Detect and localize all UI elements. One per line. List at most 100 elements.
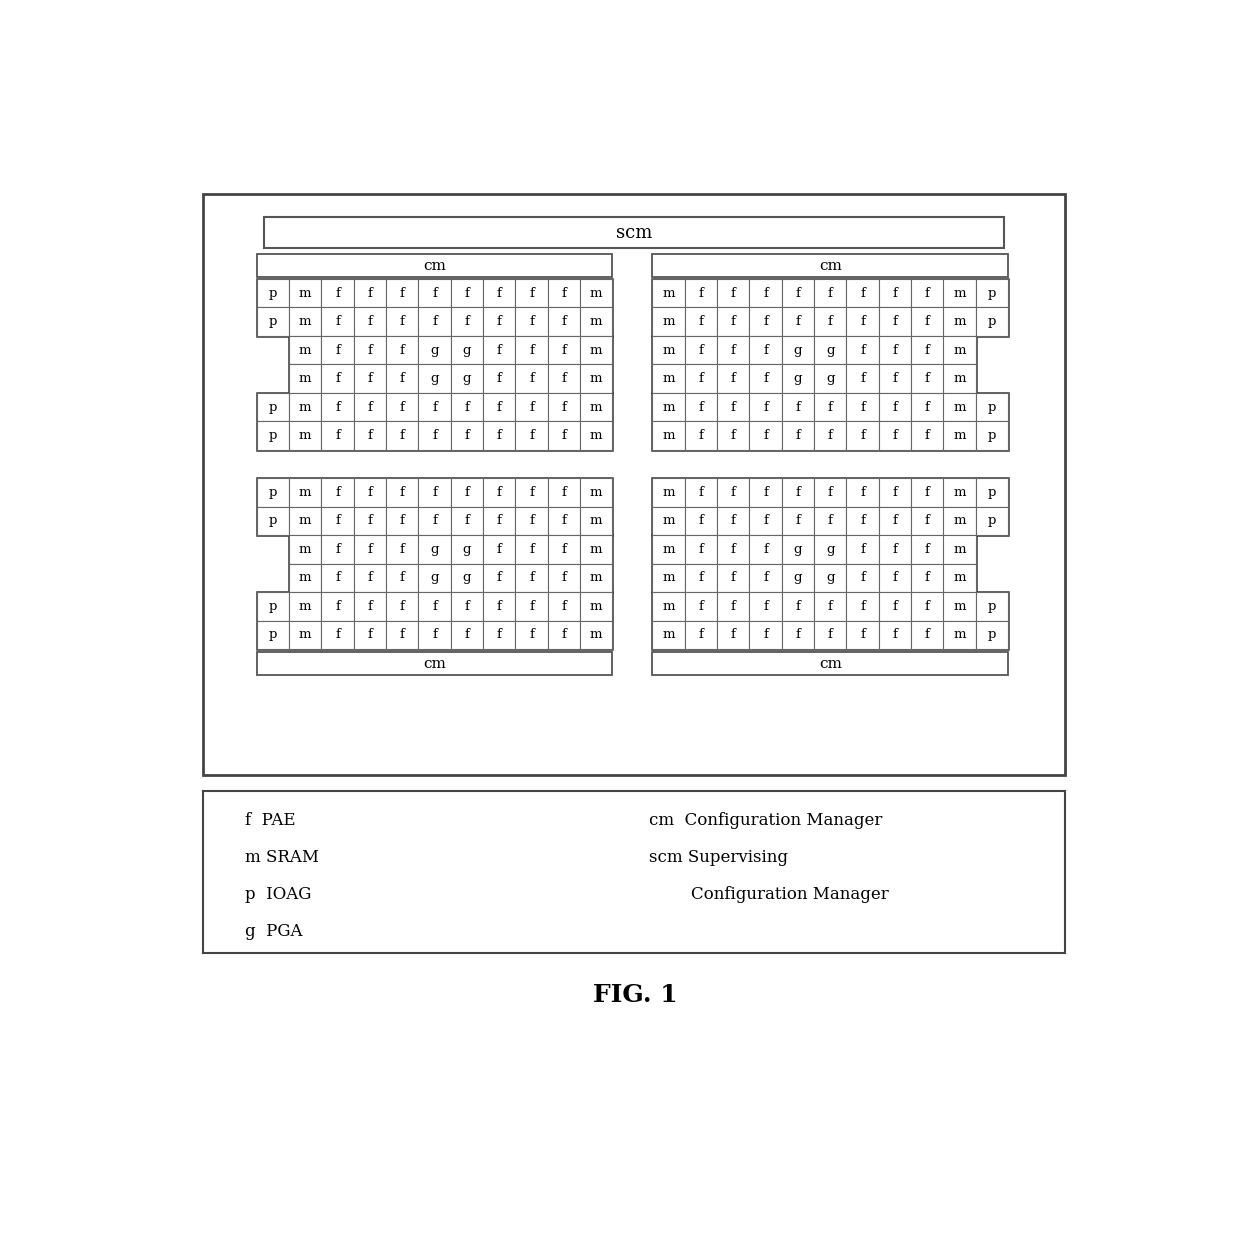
Text: m: m [299, 600, 311, 613]
Text: f: f [730, 429, 735, 442]
Text: f: f [335, 515, 340, 527]
Text: f: f [497, 287, 502, 299]
Text: m: m [662, 429, 675, 442]
Text: f: f [529, 600, 534, 613]
Bar [815, 563, 847, 592]
Text: f: f [399, 316, 404, 328]
Bar [516, 307, 548, 336]
Bar [684, 507, 717, 536]
Text: m: m [954, 343, 966, 357]
Text: p: p [988, 429, 996, 442]
Text: f: f [925, 343, 930, 357]
Text: m: m [954, 600, 966, 613]
Text: f: f [529, 343, 534, 357]
Text: f: f [562, 543, 567, 556]
Bar [264, 218, 1003, 248]
Bar [847, 621, 879, 650]
Bar [815, 621, 847, 650]
Text: f: f [698, 543, 703, 556]
Bar [257, 592, 613, 650]
Text: m: m [954, 287, 966, 299]
Bar [548, 421, 580, 449]
Text: m: m [662, 287, 675, 299]
Bar [847, 421, 879, 449]
Bar [353, 592, 386, 621]
Bar [386, 563, 418, 592]
Bar [717, 621, 749, 650]
Bar [781, 307, 815, 336]
Bar [976, 307, 1008, 336]
Text: g: g [826, 543, 835, 556]
Bar [484, 307, 516, 336]
Bar [418, 563, 450, 592]
Bar [749, 393, 781, 421]
Text: f: f [730, 287, 735, 299]
Bar [684, 621, 717, 650]
Bar [580, 307, 613, 336]
Bar [781, 364, 815, 393]
Text: g: g [430, 543, 439, 556]
Bar [717, 563, 749, 592]
Bar [321, 478, 353, 507]
Bar [879, 421, 911, 449]
Bar [450, 592, 484, 621]
Bar [257, 279, 289, 307]
Bar [944, 279, 976, 307]
Text: f: f [562, 401, 567, 413]
Bar [717, 279, 749, 307]
Bar [911, 592, 944, 621]
Bar [911, 536, 944, 563]
Text: f: f [698, 316, 703, 328]
Bar [548, 478, 580, 507]
Text: m: m [590, 316, 603, 328]
Bar [684, 307, 717, 336]
Text: f: f [698, 287, 703, 299]
Bar [749, 364, 781, 393]
Bar [321, 336, 353, 364]
Bar [684, 592, 717, 621]
Text: f: f [562, 429, 567, 442]
Text: f: f [925, 486, 930, 500]
Bar [321, 364, 353, 393]
Text: f: f [730, 515, 735, 527]
Text: f: f [861, 515, 866, 527]
Bar [257, 393, 613, 449]
Text: f: f [730, 401, 735, 413]
Bar [548, 507, 580, 536]
Text: f: f [399, 343, 404, 357]
Bar [321, 279, 353, 307]
Bar [847, 307, 879, 336]
Text: f: f [698, 571, 703, 585]
Text: m: m [299, 429, 311, 442]
Text: f: f [796, 316, 800, 328]
Text: f: f [465, 515, 469, 527]
Text: cm  Configuration Manager: cm Configuration Manager [650, 811, 883, 829]
Bar [879, 536, 911, 563]
Bar [353, 563, 386, 592]
Text: f: f [730, 629, 735, 641]
Bar [749, 507, 781, 536]
Bar [976, 393, 1008, 421]
Bar [815, 307, 847, 336]
Bar [257, 393, 289, 421]
Bar [418, 507, 450, 536]
Bar [580, 393, 613, 421]
Bar [684, 478, 717, 507]
Bar [289, 507, 321, 536]
Text: f: f [465, 316, 469, 328]
Text: f: f [730, 343, 735, 357]
Bar [321, 393, 353, 421]
Bar [289, 592, 321, 621]
Text: f: f [335, 571, 340, 585]
Text: f: f [335, 287, 340, 299]
Text: f: f [796, 486, 800, 500]
Text: f: f [562, 486, 567, 500]
Text: m: m [590, 372, 603, 386]
Bar [516, 279, 548, 307]
Text: f: f [432, 316, 436, 328]
Bar [484, 421, 516, 449]
Text: p: p [988, 287, 996, 299]
Text: f: f [861, 629, 866, 641]
Text: f: f [730, 372, 735, 386]
Bar [516, 478, 548, 507]
